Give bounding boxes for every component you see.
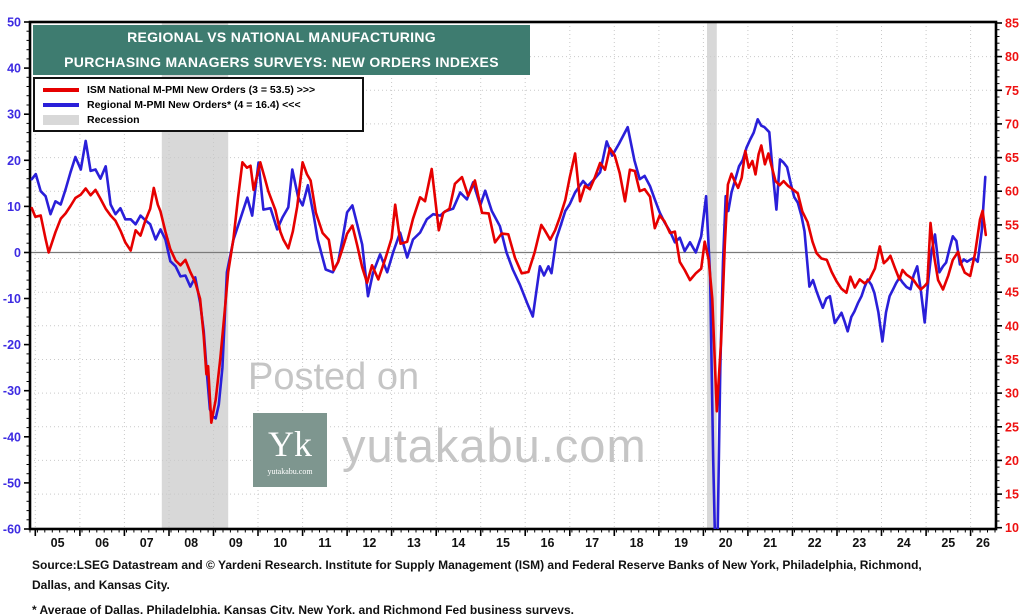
x-axis-year-label: 06 bbox=[95, 536, 109, 550]
yutakabu-logo-small-text: yutakabu.com bbox=[267, 466, 313, 476]
left-axis-label: -10 bbox=[3, 292, 21, 306]
chart-title-line2: PURCHASING MANAGERS SURVEYS: NEW ORDERS … bbox=[64, 54, 499, 70]
yutakabu-logo: Yk yutakabu.com bbox=[253, 413, 327, 487]
right-axis-label: 30 bbox=[1005, 387, 1019, 401]
right-axis-label: 25 bbox=[1005, 420, 1019, 434]
legend-label-regional: Regional M-PMI New Orders* (4 = 16.4) <<… bbox=[87, 98, 301, 111]
watermark-site-text: yutakabu.com bbox=[342, 419, 647, 472]
right-axis-label: 50 bbox=[1005, 252, 1019, 266]
x-axis-year-label: 16 bbox=[541, 536, 555, 550]
x-axis-year-label: 12 bbox=[362, 536, 376, 550]
x-axis-year-label: 17 bbox=[585, 536, 599, 550]
right-axis-label: 75 bbox=[1005, 84, 1019, 98]
source-block: Source:LSEG Datastream and © Yardeni Res… bbox=[32, 556, 1007, 614]
legend: ISM National M-PMI New Orders (3 = 53.5)… bbox=[33, 77, 364, 132]
right-axis-label: 10 bbox=[1005, 521, 1019, 535]
x-axis-year-label: 11 bbox=[318, 536, 331, 550]
yutakabu-logo-monogram: Yk bbox=[268, 423, 312, 464]
legend-item-recession: Recession bbox=[43, 112, 362, 127]
source-line1: Source:LSEG Datastream and © Yardeni Res… bbox=[32, 558, 922, 572]
chart-title: REGIONAL VS NATIONAL MANUFACTURING PURCH… bbox=[33, 25, 530, 75]
x-axis-year-label: 20 bbox=[719, 536, 733, 550]
left-axis-label: -50 bbox=[3, 476, 21, 490]
right-axis-label: 20 bbox=[1005, 454, 1019, 468]
right-axis-label: 35 bbox=[1005, 353, 1019, 367]
x-axis-year-label: 08 bbox=[184, 536, 198, 550]
right-axis-label: 70 bbox=[1005, 117, 1019, 131]
left-axis-label: 40 bbox=[7, 62, 21, 76]
x-axis-year-label: 15 bbox=[496, 536, 510, 550]
right-axis-label: 40 bbox=[1005, 319, 1019, 333]
x-axis-year-label: 09 bbox=[229, 536, 243, 550]
x-axis-year-label: 24 bbox=[897, 536, 911, 550]
left-axis-label: 20 bbox=[7, 154, 21, 168]
right-axis-label: 15 bbox=[1005, 488, 1019, 502]
right-axis-label: 60 bbox=[1005, 185, 1019, 199]
right-axis-label: 85 bbox=[1005, 17, 1019, 31]
x-axis-year-label: 19 bbox=[674, 536, 688, 550]
right-axis-label: 45 bbox=[1005, 286, 1019, 300]
x-axis-year-label: 14 bbox=[451, 536, 465, 550]
plot-border bbox=[28, 20, 998, 531]
left-axis-label: 50 bbox=[7, 16, 21, 30]
x-axis-year-label: 22 bbox=[808, 536, 822, 550]
x-axis-year-label: 23 bbox=[852, 536, 866, 550]
legend-item-ism: ISM National M-PMI New Orders (3 = 53.5)… bbox=[43, 82, 362, 97]
legend-label-recession: Recession bbox=[87, 113, 140, 126]
left-axis-label: -60 bbox=[3, 523, 21, 537]
left-axis-label: 0 bbox=[14, 246, 21, 260]
chart-title-line1: REGIONAL VS NATIONAL MANUFACTURING bbox=[127, 29, 436, 45]
x-axis-year-label: 13 bbox=[407, 536, 421, 550]
left-axis-label: 30 bbox=[7, 108, 21, 122]
x-axis-year-label: 18 bbox=[630, 536, 644, 550]
right-axis-label: 80 bbox=[1005, 50, 1019, 64]
right-axis-label: 55 bbox=[1005, 218, 1019, 232]
legend-label-ism: ISM National M-PMI New Orders (3 = 53.5)… bbox=[87, 83, 316, 96]
x-axis-year-label: 25 bbox=[941, 536, 955, 550]
ism-line-swatch bbox=[43, 87, 79, 92]
watermark-posted-on: Posted on bbox=[248, 356, 420, 398]
regional-line-swatch bbox=[43, 102, 79, 107]
left-axis-label: -40 bbox=[3, 430, 21, 444]
footnote: * Average of Dallas, Philadelphia, Kansa… bbox=[32, 603, 574, 614]
x-axis-year-label: 26 bbox=[976, 536, 990, 550]
right-axis-label: 65 bbox=[1005, 151, 1019, 165]
left-axis-label: -20 bbox=[3, 338, 21, 352]
x-axis-year-label: 21 bbox=[763, 536, 777, 550]
x-axis-year-label: 10 bbox=[273, 536, 287, 550]
recession-band-swatch bbox=[43, 114, 79, 125]
legend-item-regional: Regional M-PMI New Orders* (4 = 16.4) <<… bbox=[43, 97, 362, 112]
x-axis-year-label: 05 bbox=[51, 536, 65, 550]
recession-band bbox=[707, 22, 717, 529]
source-line2: Dallas, and Kansas City. bbox=[32, 577, 170, 592]
x-axis-year-label: 07 bbox=[140, 536, 154, 550]
left-axis-label: -30 bbox=[3, 384, 21, 398]
left-axis-label: 10 bbox=[7, 200, 21, 214]
